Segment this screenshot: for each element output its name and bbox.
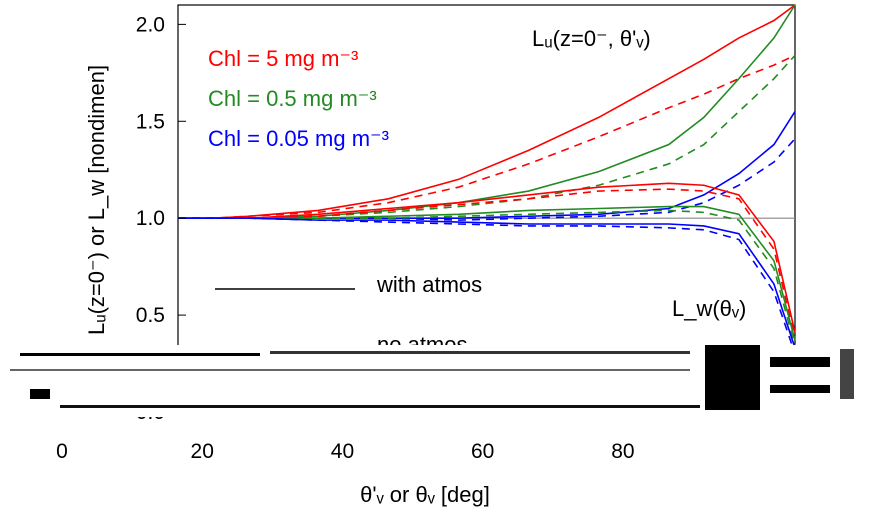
artifact-stripe	[60, 405, 700, 408]
series-line-1	[178, 54, 796, 219]
legend-item-chl-0.5: Chl = 0.5 mg m⁻³	[208, 86, 377, 111]
series-line-2	[178, 4, 796, 219]
y-tick-label: 1.0	[136, 207, 165, 230]
artifact-stripe	[10, 369, 690, 371]
annotation-lw: L_w(θᵥ)	[672, 296, 746, 321]
y-tick-label: 1.5	[136, 110, 165, 133]
x-tick-label: 20	[191, 440, 214, 463]
series-line-11	[178, 217, 796, 355]
artifact-stripe	[270, 351, 690, 354]
legend-with-atmos: with atmos	[376, 272, 482, 297]
x-tick-label: 0	[56, 440, 68, 463]
legend-item-chl-0.05: Chl = 0.05 mg m⁻³	[208, 126, 389, 151]
series-line-10	[178, 217, 796, 349]
legend-item-chl-5: Chl = 5 mg m⁻³	[208, 46, 358, 71]
artifact-block	[770, 357, 830, 367]
y-tick-label: 0.5	[136, 304, 165, 327]
x-tick-label: 60	[471, 440, 494, 463]
y-tick-label: 2.0	[136, 13, 165, 36]
series-line-9	[178, 209, 796, 347]
artifact-block	[770, 385, 830, 393]
annotation-lu: Lᵤ(z=0⁻, θ'ᵥ)	[532, 26, 651, 51]
x-axis-label: θ'ᵥ or θᵥ [deg]	[360, 482, 490, 507]
x-axis-ticks: 0 20 40 60 80	[56, 440, 634, 463]
artifact-stripe	[30, 389, 50, 399]
artifact-block	[705, 345, 760, 410]
artifact-stripe	[20, 353, 260, 356]
x-tick-label: 80	[611, 440, 634, 463]
artifact-block	[840, 349, 854, 399]
x-tick-label: 40	[331, 440, 354, 463]
series-layer	[178, 4, 796, 355]
rendering-artifact-band	[0, 345, 870, 417]
series-line-0	[178, 4, 796, 219]
y-axis-label: Lᵤ(z=0⁻) or L_w [nondimen]	[84, 65, 109, 335]
